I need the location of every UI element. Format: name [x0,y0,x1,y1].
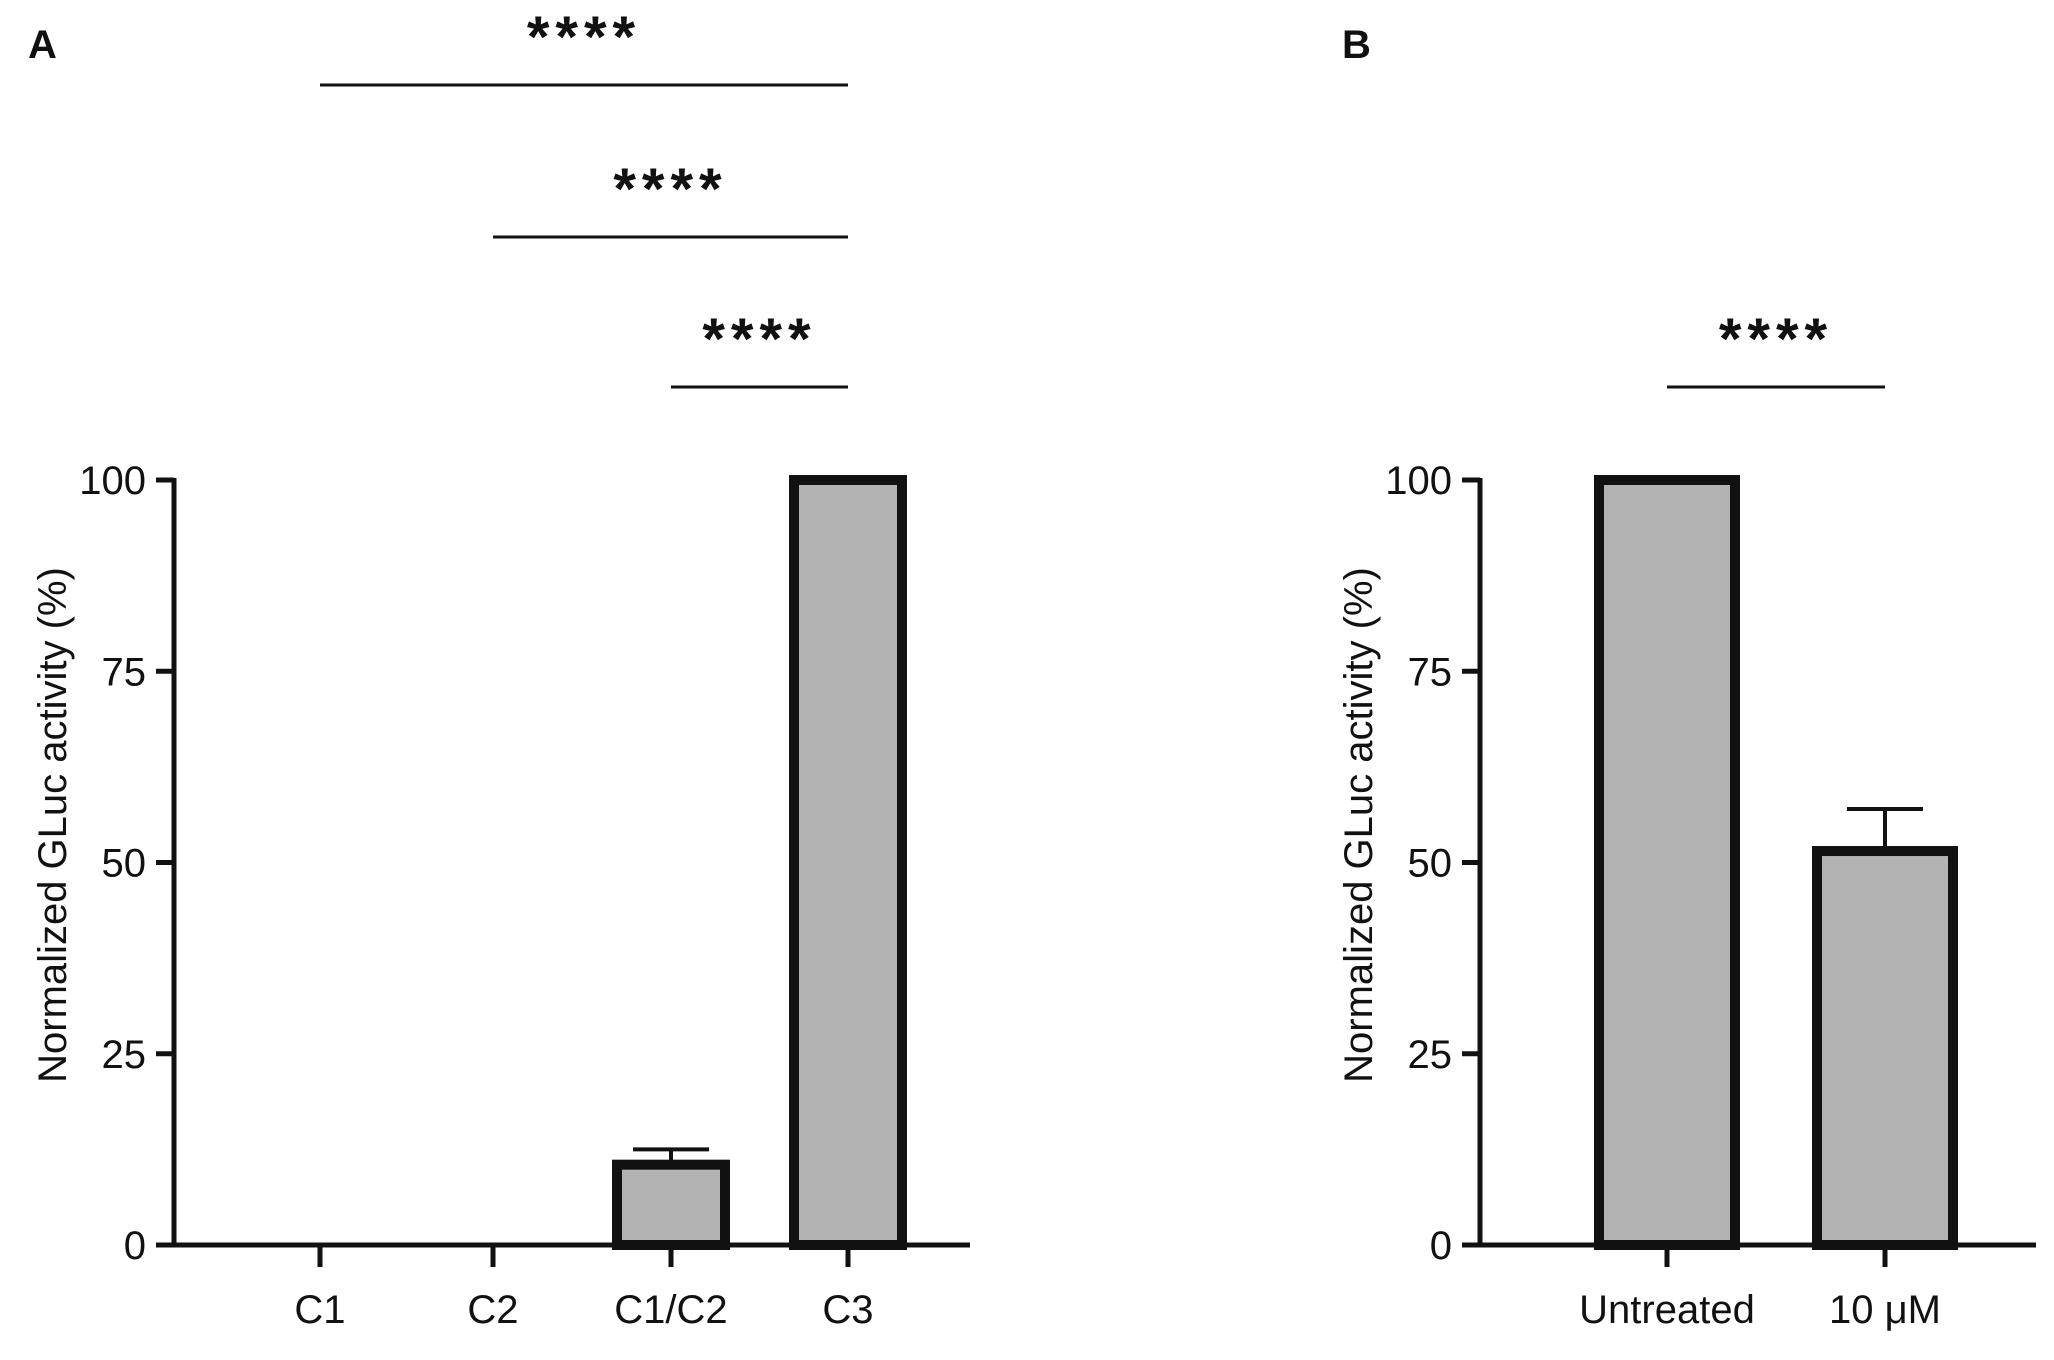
bar-c3 [789,475,907,1250]
y-tick-label-50: 50 [1408,842,1453,886]
x-tick-label-10-m: 10 μM [1829,1288,1941,1332]
y-tick-label-0: 0 [124,1224,146,1268]
bar-c1-c2 [612,1159,730,1251]
x-tick-label-c2: C2 [467,1288,518,1332]
x-tick-label-untreated: Untreated [1579,1288,1755,1332]
panel-a-bars [612,475,907,1251]
panel-a-axes: C1 C2 C1/C2 C3 [171,478,970,1332]
panel-b-y-axis-title: Normalized GLuc activity (%) [1337,567,1381,1083]
y-tick-label-100: 100 [1385,459,1452,503]
panel-b-significance: **** [1667,307,1885,389]
panel-b-label: B [1342,23,1371,67]
x-tick-label-c1: C1 [294,1288,345,1332]
panel-b-axes: Untreated 10 μM [1477,478,2036,1332]
x-tick-label-c1-c2: C1/C2 [614,1288,727,1332]
y-tick-label-75: 75 [1408,650,1453,694]
significance-stars-c2-c3: **** [613,157,727,222]
panel-a-label: A [28,23,57,67]
significance-stars-c1-c3: **** [527,5,641,70]
panel-b-y-ticks: 0 25 50 75 100 [1385,459,1480,1268]
bar-untreated [1594,475,1740,1250]
panel-a-y-axis-title: Normalized GLuc activity (%) [31,567,75,1083]
panel-a-significance: **** **** **** [320,5,848,389]
y-tick-label-75: 75 [102,650,147,694]
y-tick-label-0: 0 [1430,1224,1452,1268]
significance-stars-untreated-10-m: **** [1719,307,1833,372]
panel-a-y-ticks: 0 25 50 75 100 [79,459,174,1268]
significance-stars-c1-c2-c3: **** [702,307,816,372]
x-tick-label-c3: C3 [822,1288,873,1332]
panel-b-bars [1594,475,1958,1251]
y-tick-label-100: 100 [79,459,146,503]
y-tick-label-50: 50 [102,842,147,886]
panel-a: A Normalized GLuc activity (%) 0 25 50 75 10… [28,5,970,1332]
y-tick-label-25: 25 [1408,1033,1453,1077]
panel-b: B Normalized GLuc activity (%) 0 25 50 75 10… [1337,23,2036,1332]
y-tick-label-25: 25 [102,1033,147,1077]
bar-10-m [1812,846,1958,1251]
